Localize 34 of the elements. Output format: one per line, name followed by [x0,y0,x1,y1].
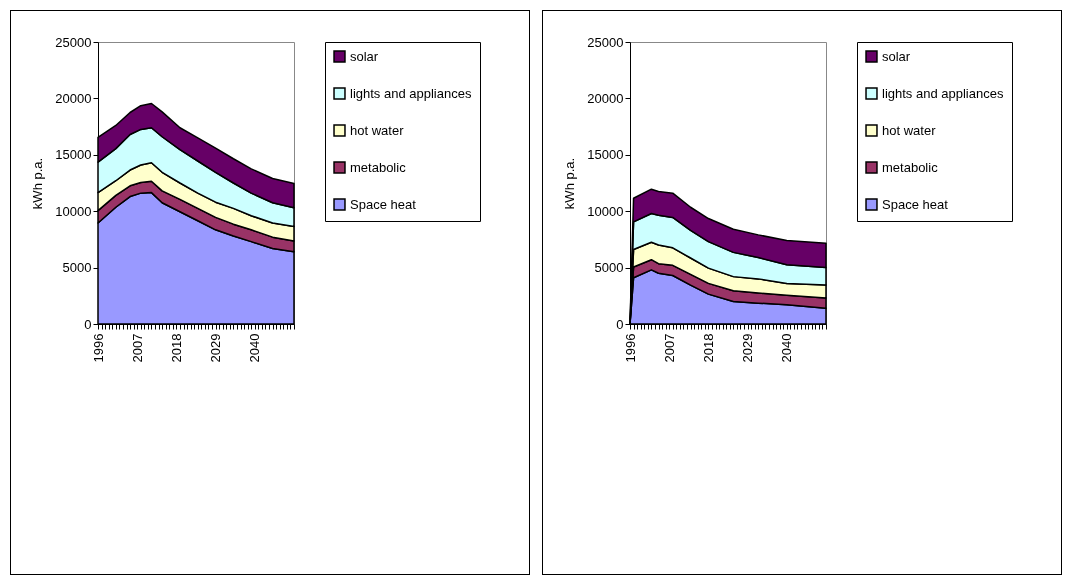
y-axis-title: kWh p.a. [562,157,578,210]
x-tick-label: 1996 [622,333,638,363]
y-tick-label: 25000 [55,34,92,50]
x-tick-label: 2029 [208,333,224,363]
y-tick-label: 15000 [55,147,92,163]
y-tick-label: 10000 [55,203,92,219]
x-tick-label: 2018 [168,333,184,363]
x-tick-label: 2029 [740,333,756,363]
y-tick-label: 0 [616,316,624,332]
y-tick-label: 5000 [594,260,624,276]
y-tick-label: 20000 [55,90,92,106]
x-tick-label: 2040 [247,333,263,363]
x-tick-label: 2007 [661,333,677,363]
legend-label: hot water [882,122,937,138]
x-tick-label: 2007 [129,333,145,363]
legend-label: Space heat [350,196,417,212]
y-tick-label: 25000 [587,34,624,50]
legend-label: metabolic [882,159,939,175]
legend-label: metabolic [350,159,407,175]
legend-label: solar [882,48,911,64]
legend-label: Space heat [882,196,949,212]
y-tick-label: 20000 [587,90,624,106]
y-tick-label: 5000 [62,260,92,276]
x-tick-label: 1996 [90,333,106,363]
legend-label: lights and appliances [350,85,472,101]
legend-label: solar [350,48,379,64]
legend-label: hot water [350,122,405,138]
x-tick-label: 2018 [700,333,716,363]
y-tick-label: 15000 [587,147,624,163]
x-tick-label: 2040 [779,333,795,363]
legend-label: lights and appliances [882,85,1004,101]
y-tick-label: 10000 [587,203,624,219]
y-axis-title: kWh p.a. [30,157,46,210]
y-tick-label: 0 [84,316,92,332]
